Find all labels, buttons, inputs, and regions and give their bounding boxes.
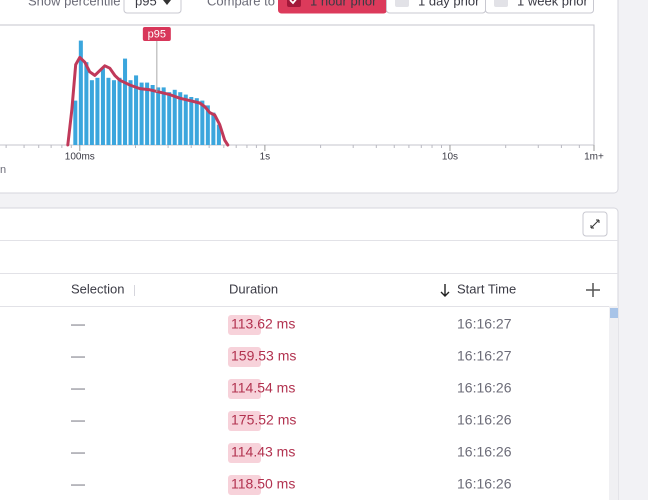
bar bbox=[123, 58, 128, 145]
compare-label[interactable]: 1 week prior bbox=[517, 0, 588, 8]
table: Selection Duration Start Time — 113.62 ms 16:… bbox=[71, 281, 516, 495]
bar bbox=[189, 97, 194, 145]
duration-cell: 114.43 ms bbox=[231, 444, 295, 460]
bar bbox=[117, 77, 122, 145]
selection-cell: — bbox=[71, 412, 85, 428]
duration-highlight bbox=[228, 379, 261, 399]
x-tick-label: 1m+ bbox=[584, 152, 604, 163]
bar bbox=[167, 92, 172, 145]
duration-highlight bbox=[228, 475, 261, 495]
bar bbox=[172, 89, 177, 145]
check-mark bbox=[289, 0, 297, 5]
axis-caption: n bbox=[0, 164, 6, 176]
time-cell: 16:16:26 bbox=[457, 444, 512, 460]
duration-highlight bbox=[228, 411, 261, 431]
x-tick-label: 100ms bbox=[65, 152, 95, 163]
bar bbox=[211, 112, 216, 145]
scrollbar bbox=[609, 306, 618, 500]
expand-icon bbox=[590, 219, 600, 229]
column-header[interactable]: Selection bbox=[71, 281, 124, 296]
bar bbox=[200, 100, 205, 145]
x-tick-label: 10s bbox=[442, 152, 458, 163]
duration-cell: 114.54 ms bbox=[231, 380, 295, 396]
bar bbox=[205, 105, 210, 145]
sort-arrow[interactable] bbox=[440, 284, 450, 297]
histogram: 100ms 1s 10s 1m+ p95 bbox=[5, 27, 604, 163]
duration-cell: 118.50 ms bbox=[231, 476, 295, 492]
percentile-label: Show percentile bbox=[28, 0, 121, 8]
compare-button[interactable] bbox=[485, 0, 594, 14]
comparison-curve bbox=[66, 55, 230, 147]
bar bbox=[134, 75, 139, 145]
checkbox[interactable] bbox=[494, 0, 508, 7]
bar bbox=[150, 85, 155, 145]
bar bbox=[216, 124, 221, 145]
bar bbox=[183, 94, 188, 145]
bar bbox=[194, 98, 199, 145]
bar bbox=[111, 80, 117, 145]
time-cell: 16:16:27 bbox=[457, 348, 512, 364]
bar bbox=[139, 82, 144, 145]
duration-cell: 159.53 ms bbox=[231, 348, 296, 364]
bar bbox=[89, 80, 94, 145]
compare-label[interactable]: 1 day prior bbox=[418, 0, 480, 8]
duration-highlight bbox=[228, 347, 261, 367]
time-cell: 16:16:27 bbox=[457, 316, 512, 332]
selection-cell: — bbox=[71, 348, 85, 364]
selection-cell: — bbox=[71, 476, 85, 492]
compare-group: 1 hour prior 1 day prior 1 week prior bbox=[278, 0, 594, 14]
selection-cell: — bbox=[71, 380, 85, 396]
duration-cell: 113.62 ms bbox=[231, 316, 295, 332]
add-column-button[interactable] bbox=[586, 283, 600, 297]
duration-highlight bbox=[228, 315, 261, 335]
marker-badge bbox=[142, 27, 171, 41]
bar bbox=[178, 92, 183, 145]
percentile-value[interactable]: p95 bbox=[135, 0, 157, 8]
checkbox[interactable] bbox=[395, 0, 409, 7]
selection-cell: — bbox=[71, 316, 85, 332]
selection-cell: — bbox=[71, 444, 85, 460]
x-tick-label: 1s bbox=[260, 152, 271, 163]
bar bbox=[95, 77, 100, 145]
bar bbox=[84, 62, 89, 146]
bar bbox=[78, 40, 83, 145]
compare-label[interactable]: 1 hour prior bbox=[310, 0, 377, 8]
column-header[interactable]: Duration bbox=[229, 281, 278, 296]
bar bbox=[145, 82, 150, 145]
scroll-thumb[interactable] bbox=[610, 308, 618, 318]
bar bbox=[100, 68, 105, 145]
bar bbox=[156, 87, 161, 145]
marker-label: p95 bbox=[148, 28, 166, 40]
duration-cell: 175.52 ms bbox=[231, 412, 296, 428]
time-cell: 16:16:26 bbox=[457, 412, 512, 428]
time-cell: 16:16:26 bbox=[457, 380, 512, 396]
column-header[interactable]: Start Time bbox=[457, 281, 516, 296]
table-panel bbox=[0, 207, 619, 500]
bar bbox=[128, 80, 133, 145]
time-cell: 16:16:26 bbox=[457, 476, 512, 492]
duration-highlight bbox=[228, 443, 261, 463]
compare-label: Compare to bbox=[207, 0, 275, 8]
select-caret bbox=[163, 0, 171, 5]
bar bbox=[161, 87, 166, 145]
bar bbox=[106, 77, 111, 145]
bar bbox=[73, 100, 78, 145]
plot-area bbox=[0, 24, 595, 146]
